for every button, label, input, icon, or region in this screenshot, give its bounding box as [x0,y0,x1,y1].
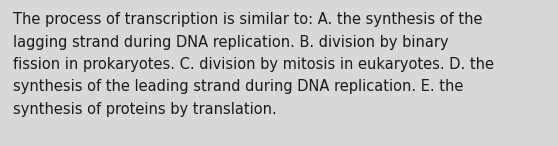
Text: fission in prokaryotes. C. division by mitosis in eukaryotes. D. the: fission in prokaryotes. C. division by m… [13,57,494,72]
Text: synthesis of the leading strand during DNA replication. E. the: synthesis of the leading strand during D… [13,80,463,94]
Text: The process of transcription is similar to: A. the synthesis of the: The process of transcription is similar … [13,12,483,27]
Text: lagging strand during DNA replication. B. division by binary: lagging strand during DNA replication. B… [13,34,449,49]
Text: synthesis of proteins by translation.: synthesis of proteins by translation. [13,102,277,117]
